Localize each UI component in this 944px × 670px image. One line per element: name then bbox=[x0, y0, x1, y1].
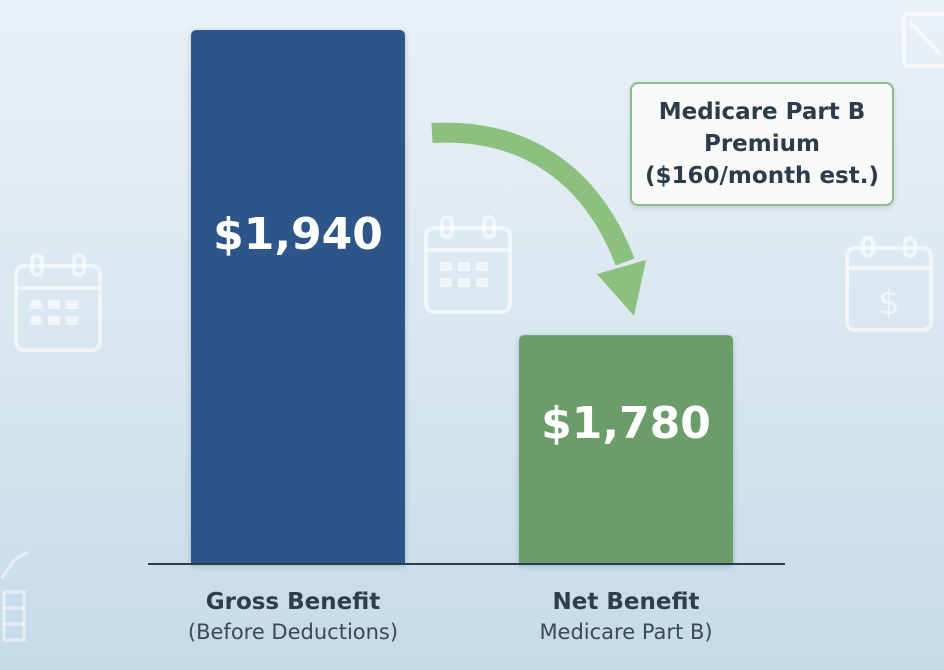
category-label-net: Net Benefit bbox=[552, 589, 700, 615]
value-label-net: $1,780 bbox=[541, 398, 711, 449]
svg-text:$: $ bbox=[878, 283, 900, 323]
category-sublabel-net: Medicare Part B) bbox=[539, 620, 713, 644]
annotation-text: Medicare Part B Premium ($160/month est.… bbox=[645, 99, 879, 189]
category-label-gross: Gross Benefit bbox=[205, 589, 381, 615]
calendar-icon bbox=[424, 215, 512, 314]
expand-icon bbox=[902, 12, 944, 68]
annotation-box: Medicare Part B Premium ($160/month est.… bbox=[630, 82, 894, 206]
value-label-gross: $1,940 bbox=[213, 209, 383, 260]
deduction-arrow-shaft bbox=[431, 122, 635, 266]
calendar-dollar-icon: $ bbox=[845, 236, 933, 332]
bar-gross bbox=[191, 30, 405, 564]
deduction-arrow-head bbox=[597, 260, 646, 316]
bar-net bbox=[519, 335, 733, 564]
category-sublabel-gross: (Before Deductions) bbox=[187, 620, 399, 644]
calendar-icon bbox=[14, 253, 102, 352]
chart-icon bbox=[0, 550, 29, 642]
